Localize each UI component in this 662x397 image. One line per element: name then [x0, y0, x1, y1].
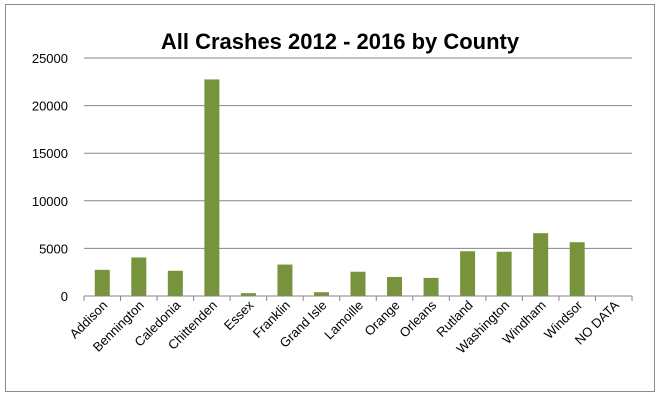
bar-windham: [533, 233, 549, 296]
y-tick-label: 25000: [32, 51, 68, 66]
x-tick-label: Orange: [361, 298, 402, 339]
bar-bennington: [131, 257, 147, 296]
bar-addison: [94, 269, 110, 296]
bar-franklin: [277, 264, 293, 296]
x-axis: [83, 295, 633, 301]
y-tick-label: 5000: [39, 241, 68, 256]
y-tick-label: 15000: [32, 146, 68, 161]
y-tick-label: 0: [61, 289, 68, 304]
bar-caledonia: [167, 270, 183, 296]
chart-frame: [5, 4, 655, 392]
grid-lines: [84, 57, 632, 249]
y-tick-label: 20000: [32, 99, 68, 114]
bar-orange: [387, 276, 403, 296]
x-tick-label: Orleans: [396, 297, 439, 340]
y-tick-label: 10000: [32, 194, 68, 209]
bar-essex: [240, 293, 256, 296]
bar-rutland: [460, 251, 476, 296]
bar-grand-isle: [313, 292, 329, 296]
y-axis-ticks: 0 5000 10000 15000 20000 25000: [32, 51, 68, 304]
bars: [94, 79, 585, 296]
x-tick-label: Lamoille: [321, 298, 366, 343]
bar-windsor: [569, 242, 585, 296]
bar-lamoille: [350, 271, 366, 296]
chart-title: All Crashes 2012 - 2016 by County: [161, 29, 520, 54]
bar-chittenden: [204, 79, 220, 296]
bar-washington: [496, 251, 512, 296]
bar-orleans: [423, 277, 439, 296]
